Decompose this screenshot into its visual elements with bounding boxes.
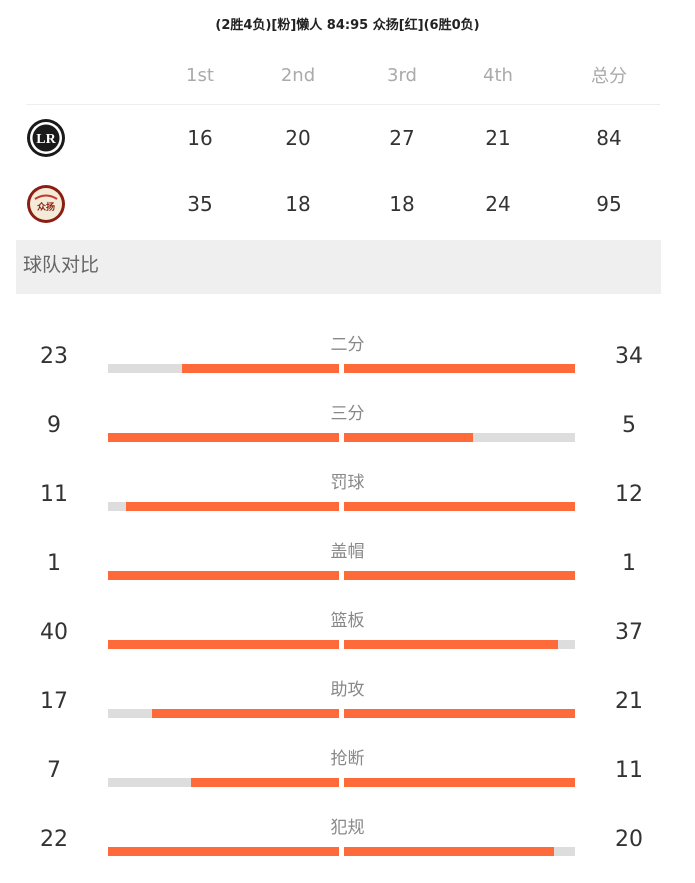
stat-row: 篮板 40 37 (0, 598, 695, 667)
home-stat-bar (108, 502, 339, 511)
home-stat-value: 23 (40, 344, 68, 369)
home-stat-value: 17 (40, 689, 68, 714)
svg-text:LR: LR (36, 132, 56, 147)
home-stat-bar (108, 433, 339, 442)
lr-team-logo-icon: LR (27, 119, 65, 157)
home-period-1-score: 16 (187, 126, 213, 150)
home-stat-bar-fill (108, 433, 339, 442)
home-stat-value: 7 (47, 758, 61, 783)
period-3-header: 3rd (387, 64, 417, 86)
home-stat-bar-fill (151, 709, 339, 718)
home-stat-bar-fill (108, 571, 339, 580)
away-period-2-score: 18 (285, 192, 311, 216)
away-stat-bar-fill (344, 847, 555, 856)
away-stat-bar (344, 433, 575, 442)
away-stat-value: 1 (622, 551, 636, 576)
away-stat-bar-fill (344, 640, 558, 649)
home-stat-value: 40 (40, 620, 68, 645)
stat-row: 三分 9 5 (0, 391, 695, 460)
away-stat-bar (344, 847, 575, 856)
away-stat-value: 20 (615, 827, 643, 852)
stat-label: 篮板 (330, 611, 365, 631)
away-stat-bar (344, 571, 575, 580)
stat-label: 助攻 (330, 680, 365, 700)
home-stat-bar (108, 640, 339, 649)
away-stat-value: 21 (615, 689, 643, 714)
stat-row: 罚球 11 12 (0, 460, 695, 529)
stat-label: 三分 (330, 404, 365, 424)
team-comparison-stats: 二分 23 34 三分 9 5 罚球 11 12 盖帽 1 1 篮板 40 37 助攻 17 21 抢断 7 11 犯规 2… (0, 322, 695, 874)
home-stat-bar-fill (108, 640, 339, 649)
away-period-3-score: 18 (389, 192, 415, 216)
away-stat-bar (344, 364, 575, 373)
stat-label: 抢断 (330, 749, 365, 769)
away-stat-value: 12 (615, 482, 643, 507)
away-stat-bar-fill (344, 709, 575, 718)
home-stat-value: 1 (47, 551, 61, 576)
home-stat-bar-fill (108, 847, 339, 856)
scoreboard: 1st 2nd 3rd 4th 总分 LR 16 20 27 21 84 众扬 … (26, 46, 660, 237)
svg-text:众扬: 众扬 (37, 201, 55, 213)
stat-label: 二分 (330, 335, 365, 355)
home-stat-value: 11 (40, 482, 68, 507)
away-stat-value: 5 (622, 413, 636, 438)
stat-label: 犯规 (330, 818, 365, 838)
away-stat-bar-fill (344, 433, 474, 442)
period-4-header: 4th (483, 64, 513, 86)
away-period-1-score: 35 (187, 192, 213, 216)
away-stat-value: 11 (615, 758, 643, 783)
home-period-3-score: 27 (389, 126, 415, 150)
away-stat-bar-fill (344, 778, 575, 787)
away-stat-value: 37 (615, 620, 643, 645)
home-stat-value: 22 (40, 827, 68, 852)
stat-row: 抢断 7 11 (0, 736, 695, 805)
away-stat-value: 34 (615, 344, 643, 369)
away-stat-bar (344, 778, 575, 787)
team-row-home: LR 16 20 27 21 84 (26, 105, 660, 171)
away-period-4-score: 24 (485, 192, 511, 216)
match-title: (2胜4负)[粉]懒人 84:95 众扬[红](6胜0负) (215, 18, 480, 33)
home-stat-bar (108, 847, 339, 856)
away-stat-bar-fill (344, 502, 575, 511)
home-period-4-score: 21 (485, 126, 511, 150)
home-stat-bar-fill (181, 364, 339, 373)
away-stat-bar-fill (344, 571, 575, 580)
home-stat-bar (108, 778, 339, 787)
total-header: 总分 (591, 66, 627, 87)
home-stat-bar (108, 709, 339, 718)
team-comparison-title: 球队对比 (23, 254, 100, 276)
home-stat-bar-fill (126, 502, 339, 511)
scoreboard-header: 1st 2nd 3rd 4th 总分 (26, 46, 660, 105)
period-2-header: 2nd (280, 64, 316, 86)
stat-label: 罚球 (330, 473, 365, 493)
home-total-score: 84 (596, 126, 622, 150)
stat-row: 二分 23 34 (0, 322, 695, 391)
away-stat-bar-fill (344, 364, 575, 373)
away-stat-bar (344, 709, 575, 718)
zhongyang-team-logo-icon: 众扬 (27, 185, 65, 223)
home-stat-bar (108, 571, 339, 580)
home-stat-value: 9 (47, 413, 61, 438)
stat-row: 盖帽 1 1 (0, 529, 695, 598)
home-period-2-score: 20 (285, 126, 311, 150)
home-stat-bar-fill (191, 778, 339, 787)
away-total-score: 95 (596, 192, 622, 216)
team-comparison-header: 球队对比 (16, 240, 661, 294)
away-stat-bar (344, 502, 575, 511)
stat-row: 犯规 22 20 (0, 805, 695, 874)
away-stat-bar (344, 640, 575, 649)
stat-label: 盖帽 (330, 542, 365, 562)
stat-row: 助攻 17 21 (0, 667, 695, 736)
period-1-header: 1st (186, 64, 214, 86)
home-stat-bar (108, 364, 339, 373)
team-row-away: 众扬 35 18 18 24 95 (26, 171, 660, 237)
